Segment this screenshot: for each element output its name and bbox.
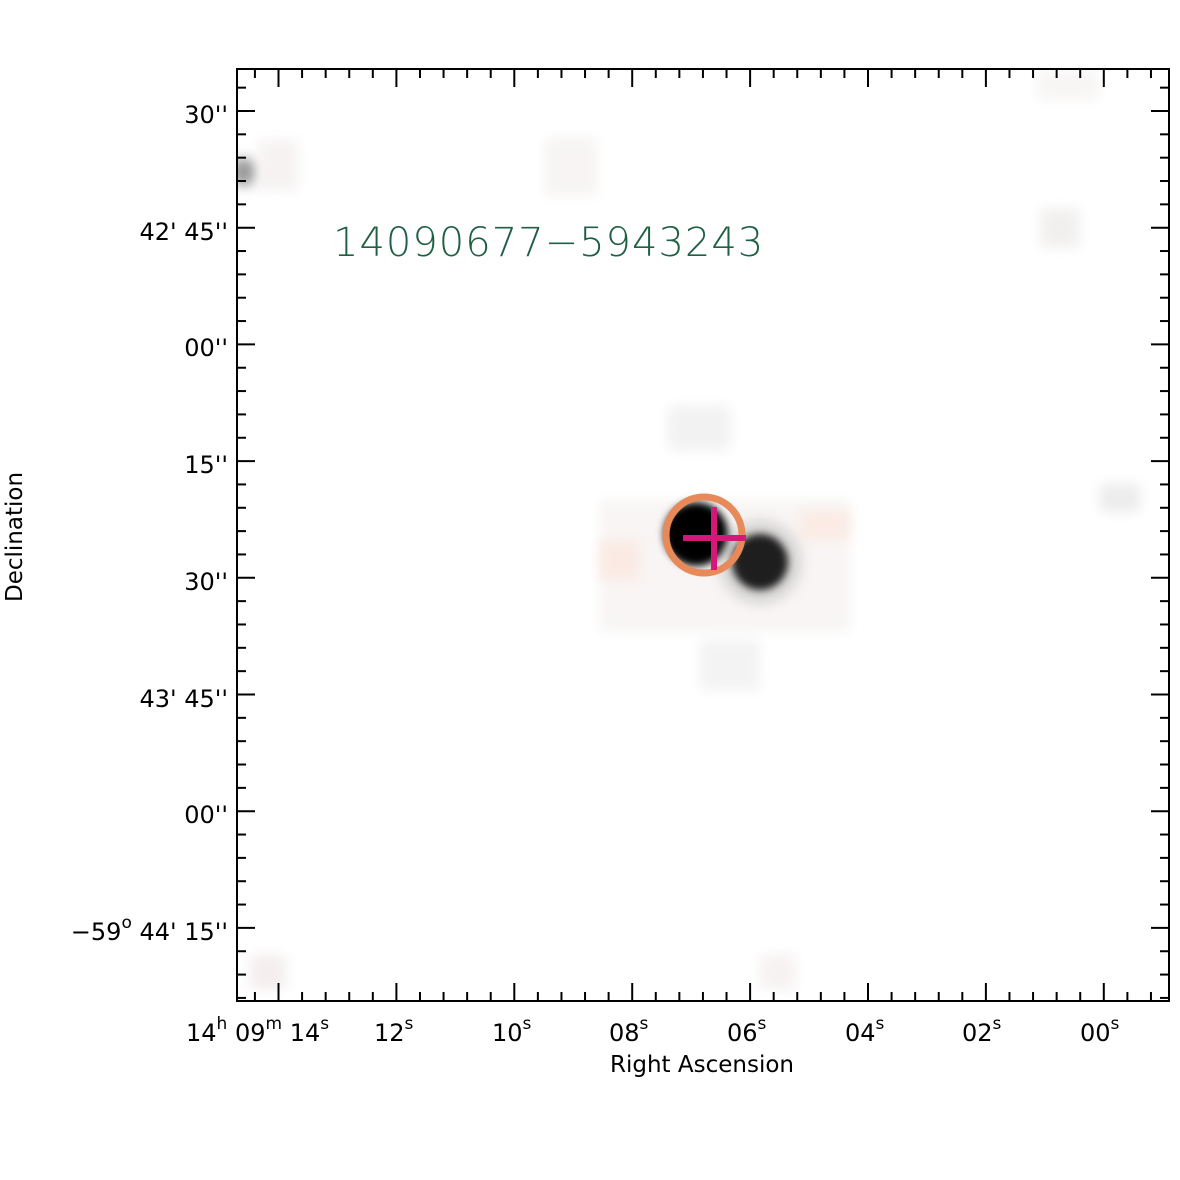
x-tick-label: 10s <box>492 1014 532 1047</box>
x-tick-label: 12s <box>374 1014 414 1047</box>
axis-ticks <box>237 69 1169 1001</box>
x-tick-label: 04s <box>845 1014 885 1047</box>
x-tick-label: 14h 09m 14s <box>186 1014 329 1047</box>
x-tick-labels: 14h 09m 14s 12s 10s 08s 06s 04s 02s 00s <box>186 1014 1120 1047</box>
x-tick-label: 06s <box>727 1014 767 1047</box>
y-tick-label: 00'' <box>184 801 228 829</box>
y-tick-label: 15'' <box>184 451 228 479</box>
y-axis-title: Declination <box>2 472 28 602</box>
x-tick-label: 02s <box>962 1014 1002 1047</box>
y-tick-label: 30'' <box>184 568 228 596</box>
y-tick-labels: 30'' 42' 45'' 00'' 15'' 30'' 43' 45'' 00… <box>71 101 228 946</box>
y-tick-label: −59o 44' 15'' <box>71 913 228 946</box>
sky-image <box>237 69 1169 1001</box>
x-axis-title: Right Ascension <box>610 1052 794 1078</box>
x-tick-label: 08s <box>609 1014 649 1047</box>
y-tick-label: 43' 45'' <box>140 685 229 713</box>
source-id-label: 14090677−5943243 <box>333 220 764 266</box>
x-tick-label: 00s <box>1080 1014 1120 1047</box>
crosshair-icon <box>683 507 746 570</box>
y-tick-label: 42' 45'' <box>140 218 229 246</box>
y-tick-label: 00'' <box>184 334 228 362</box>
y-tick-label: 30'' <box>184 101 228 129</box>
